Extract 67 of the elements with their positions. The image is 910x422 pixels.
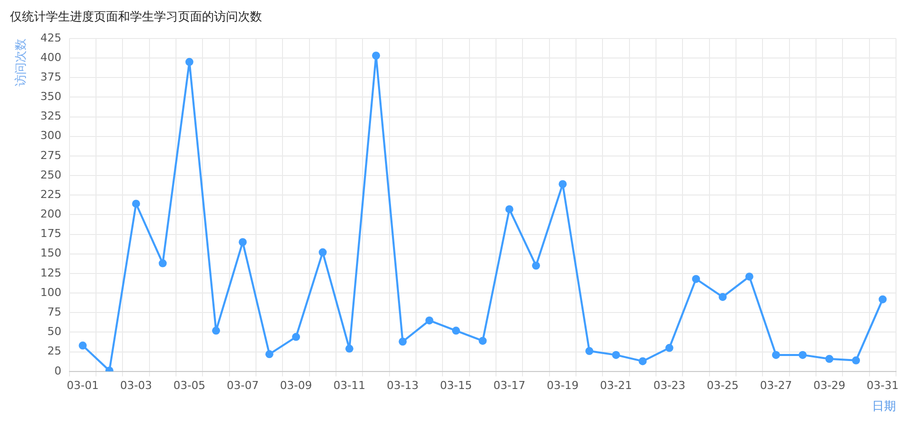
y-tick-label: 225 <box>40 188 62 201</box>
point <box>212 326 220 335</box>
point <box>772 350 780 359</box>
y-tick-label: 200 <box>40 208 62 221</box>
y-tick-label: 0 <box>54 364 62 378</box>
x-tick-label: 03-03 <box>120 378 152 392</box>
point <box>425 316 434 324</box>
x-tick-label: 03-19 <box>546 378 579 392</box>
x-tick-label: 03-15 <box>440 378 472 392</box>
point <box>505 205 514 214</box>
x-tick-label: 03-09 <box>280 378 312 392</box>
point <box>345 344 354 353</box>
point <box>452 326 460 335</box>
x-tick-label: 03-27 <box>760 378 792 392</box>
point <box>292 332 300 341</box>
x-tick-label: 03-05 <box>173 378 206 392</box>
x-tick-label: 03-11 <box>333 378 366 392</box>
point <box>185 58 194 66</box>
point <box>638 357 647 366</box>
point <box>372 52 380 60</box>
y-tick-label: 400 <box>40 50 62 64</box>
y-tick-label: 175 <box>40 227 62 240</box>
y-tick-label: 425 <box>40 31 62 44</box>
y-tick-label: 100 <box>40 286 62 299</box>
point <box>798 350 807 359</box>
point <box>478 336 487 345</box>
y-tick-label: 275 <box>40 148 62 162</box>
y-tick-label: 25 <box>47 344 62 358</box>
point <box>318 248 327 256</box>
y-tick-label: 125 <box>40 266 62 280</box>
point <box>132 200 140 208</box>
y-tick-label: 350 <box>40 90 62 104</box>
x-tick-label: 03-25 <box>706 378 739 392</box>
x-tick-label: 03-29 <box>813 378 846 392</box>
y-tick-label: 50 <box>47 325 62 338</box>
x-tick-label: 03-01 <box>66 378 99 392</box>
point <box>878 295 887 304</box>
point <box>558 180 567 188</box>
point <box>398 338 407 346</box>
point <box>612 350 620 359</box>
point <box>852 356 860 364</box>
point <box>825 354 834 363</box>
x-axis-title: 日期 <box>872 398 896 413</box>
y-tick-label: 75 <box>47 305 62 318</box>
y-tick-label: 250 <box>40 168 62 182</box>
y-tick-label: 300 <box>40 129 62 142</box>
x-tick-label: 03-07 <box>226 378 259 392</box>
chart-title: 仅统计学生进度页面和学生学习页面的访问次数 <box>10 9 262 24</box>
x-tick-label: 03-17 <box>493 378 526 392</box>
x-tick-label: 03-23 <box>653 378 686 392</box>
point <box>745 272 754 281</box>
x-tick-label: 03-13 <box>386 378 419 392</box>
point <box>238 238 247 246</box>
x-tick-label: 03-31 <box>866 378 899 392</box>
point <box>532 262 540 270</box>
y-axis-title: 访问次数 <box>13 38 28 86</box>
point <box>265 350 274 358</box>
y-tick-label: 375 <box>40 70 62 84</box>
point <box>718 292 727 301</box>
point <box>78 342 87 350</box>
point <box>665 344 674 352</box>
point <box>692 274 700 283</box>
point <box>158 259 167 268</box>
y-tick-label: 325 <box>40 110 62 123</box>
y-tick-label: 150 <box>40 246 62 260</box>
point <box>585 347 594 356</box>
x-tick-label: 03-21 <box>600 378 632 392</box>
